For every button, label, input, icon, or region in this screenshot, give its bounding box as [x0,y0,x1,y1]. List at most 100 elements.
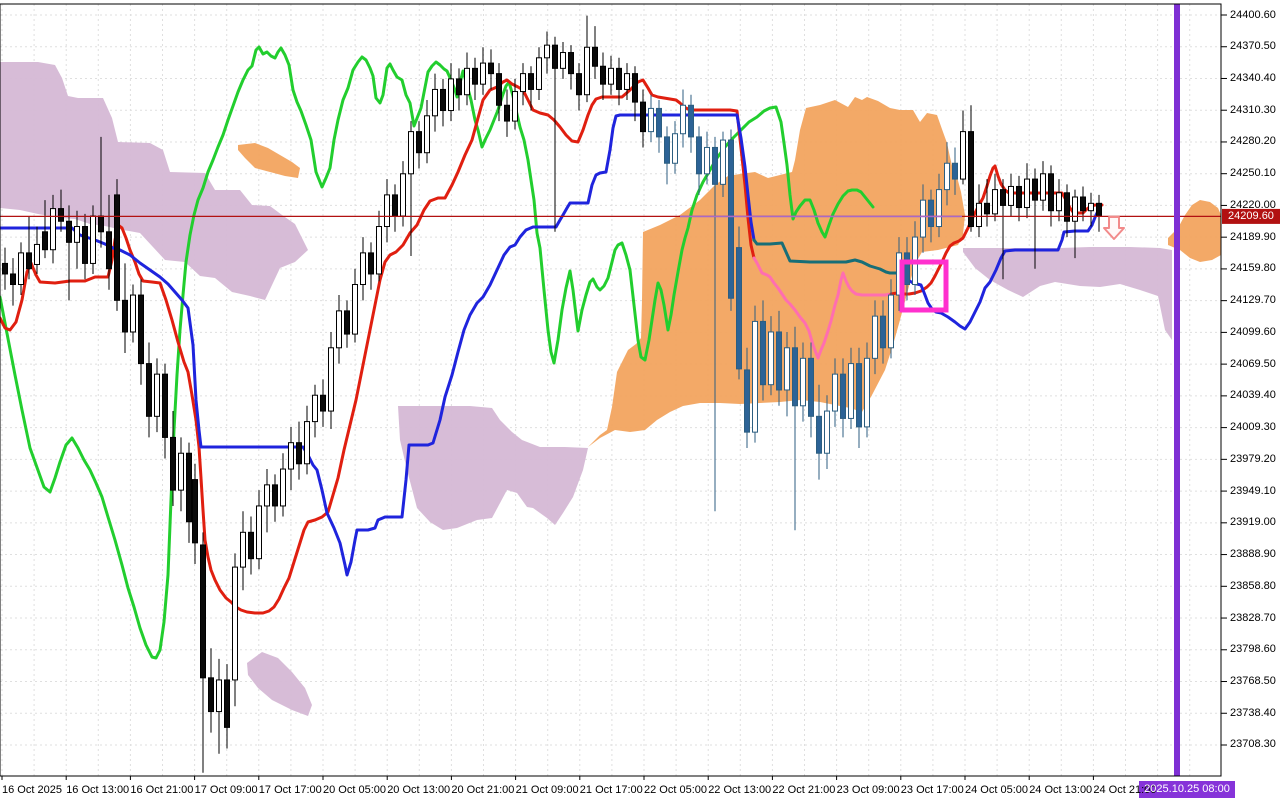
candle-body [496,73,502,106]
candle-body [416,131,422,154]
candle-body [688,104,694,138]
time-tick-label: 17 Oct 17:00 [258,784,322,796]
candle-body [672,133,678,164]
candle-body [34,243,40,265]
candle-body [336,310,342,349]
candle-body [592,46,598,67]
price-tick-label: 24220.00 [1230,198,1276,211]
candle-body [26,252,32,270]
candle-body [1048,173,1054,212]
candle-body [130,294,136,333]
candle-body [632,73,638,103]
candle-body [520,73,526,93]
candle-body [114,194,120,301]
senkou-cloud-purple-topleft [0,62,308,300]
candle-body [344,310,350,335]
candle-body [800,357,806,407]
candle-body [82,226,88,264]
price-tick-label: 24039.40 [1230,389,1276,402]
senkou-cloud-purple-lowleft [247,652,312,716]
candle-body [74,226,80,243]
candle-body [170,436,176,491]
candle-body [10,273,16,286]
price-tick-label: 23979.20 [1230,452,1276,465]
candle-body [864,357,870,428]
candle-body [704,146,710,175]
candle-body [872,315,878,359]
future-period-separator-line[interactable] [1174,4,1180,776]
candle-body [392,194,398,217]
price-tick-label: 23919.00 [1230,516,1276,529]
plot-border [0,3,1222,777]
candle-body [904,252,910,286]
candle-body [216,679,222,713]
senkou-cloud-orange-main [588,97,965,447]
candle-body [968,131,974,228]
candle-body [640,101,646,133]
price-tick-label: 23768.50 [1230,675,1276,688]
candle-body [832,373,838,412]
candle-body [178,452,184,491]
candle-body [288,442,294,470]
time-tick-label: 22 Oct 13:00 [708,784,772,796]
candle-body [90,215,96,264]
candle-body [1080,196,1086,212]
time-tick-label: 16 Oct 2025 [2,784,62,796]
candle-body [1032,178,1038,201]
candle-body [944,162,950,191]
highlight-box[interactable] [899,259,949,313]
candle-body [200,544,206,679]
time-tick-label: 21 Oct 17:00 [579,784,643,796]
sell-arrow-icon[interactable] [1103,216,1125,240]
candle-body [58,208,64,222]
candle-body [576,73,582,96]
candle-body [368,252,374,275]
candle-body [352,284,358,335]
candle-body [400,173,406,217]
candle-body [280,468,286,507]
candle-body [624,73,630,90]
candle-body [1000,189,1006,206]
time-tick-label: 17 Oct 09:00 [194,784,258,796]
candle-body [720,139,726,185]
price-tick-label: 23858.80 [1230,579,1276,592]
price-tick-label: 24069.50 [1230,357,1276,370]
time-tick-label: 20 Oct 13:00 [387,784,451,796]
candle-body [536,57,542,90]
candle-body [360,252,366,286]
candle-body [384,194,390,228]
candle-body [928,199,934,228]
candle-body [312,394,318,423]
candle-body [1056,192,1062,212]
candle-body [984,202,990,215]
candle-body [808,357,814,417]
candle-body [240,531,246,568]
vline-date-label: 2025.10.25 08:00 [1144,783,1230,795]
candle-body [920,199,926,238]
candle-body [304,421,310,465]
candle-body [736,247,742,370]
price-tick-label: 24009.30 [1230,421,1276,434]
candle-body [752,320,758,433]
candle-body [66,220,72,243]
candle-body [656,107,662,138]
candle-body [792,347,798,407]
candle-body [840,373,846,419]
candle-body [256,505,262,560]
senkou-cloud-purple-right [963,247,1172,340]
candle-body [320,394,326,412]
candle-body [1024,178,1030,209]
kijun-sen-over-cloud [752,238,905,275]
price-tick-label: 24099.60 [1230,325,1276,338]
candle-body [42,231,48,251]
price-tick-label: 24370.50 [1230,40,1276,53]
price-tick-label: 23798.60 [1230,643,1276,656]
candle-body [376,226,382,275]
candle-body [98,215,104,233]
candle-body [584,46,590,96]
candle-body [768,331,774,386]
candle-body [952,162,958,180]
candle-body [2,262,8,275]
